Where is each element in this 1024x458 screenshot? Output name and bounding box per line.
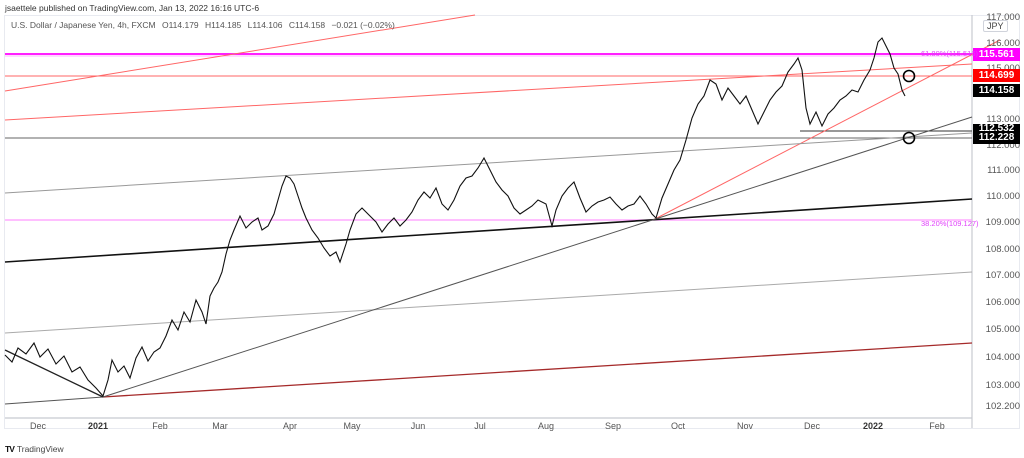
price-tick: 105.000: [985, 324, 1020, 335]
price-tick: 102.200: [985, 401, 1020, 412]
published-byline: jsaettele published on TradingView.com, …: [5, 3, 260, 13]
fib-382-label: 38.20%(109.127): [921, 219, 979, 228]
price-tick: 116.000: [986, 38, 1020, 49]
time-tick: Dec: [803, 421, 821, 431]
time-tick: Sep: [604, 421, 622, 431]
price-tag-fib-618: 115.561: [973, 48, 1020, 61]
time-tick: Feb: [929, 421, 945, 431]
price-tick: 115.000: [976, 63, 1020, 74]
time-tick: Apr: [282, 421, 298, 431]
price-tick: 110.000: [986, 191, 1020, 202]
price-tag-resistance: 114.699: [973, 69, 1020, 82]
time-tick: 2022: [862, 421, 884, 431]
symbol-name: U.S. Dollar / Japanese Yen, 4h, FXCM: [11, 20, 156, 30]
time-tick: Jun: [410, 421, 426, 431]
chart-frame: [4, 15, 1020, 429]
time-tick: Mar: [212, 421, 228, 431]
price-tick: 111.000: [987, 165, 1020, 176]
circle-annotation-upper: [902, 69, 916, 83]
price-tag-support-upper: 112.532: [973, 124, 1020, 133]
price-series: [4, 37, 906, 398]
price-tick: 104.000: [985, 352, 1020, 363]
ohlc-high: H114.185: [205, 20, 242, 30]
tradingview-logo-icon: TV: [5, 444, 15, 454]
ohlc-open: O114.179: [161, 20, 199, 30]
time-tick: 2021: [87, 421, 109, 431]
price-tag-support-lower: 112.228: [973, 131, 1020, 144]
price-tick: 117.000: [986, 12, 1020, 23]
price-change: −0.021 (−0.02%): [331, 20, 395, 30]
time-tick: Aug: [537, 421, 555, 431]
fib-618-label: 61.80%(115.516): [921, 49, 978, 58]
currency-badge[interactable]: JPY: [983, 20, 1008, 32]
price-tag-last: 114.158: [973, 84, 1020, 97]
time-tick: Feb: [152, 421, 168, 431]
tradingview-logo[interactable]: TV TradingView: [5, 444, 64, 454]
time-tick: May: [343, 421, 361, 431]
time-tick: Dec: [29, 421, 47, 431]
price-tick: 107.000: [985, 270, 1020, 281]
symbol-legend: U.S. Dollar / Japanese Yen, 4h, FXCM O11…: [11, 20, 399, 30]
ohlc-low: L114.106: [247, 20, 283, 30]
time-tick: Jul: [474, 421, 486, 431]
price-tick: 112.000: [986, 140, 1020, 151]
price-tick: 103.000: [985, 380, 1020, 391]
circle-annotation-lower: [902, 131, 916, 145]
price-tick: 109.000: [985, 217, 1020, 228]
price-tick: 106.000: [985, 297, 1020, 308]
tradingview-logo-text: TradingView: [16, 444, 64, 454]
price-tick: 108.000: [985, 244, 1020, 255]
time-tick: Oct: [670, 421, 686, 431]
time-tick: Nov: [736, 421, 754, 431]
price-tick: 113.000: [986, 114, 1020, 125]
ohlc-close: C114.158: [288, 20, 326, 30]
